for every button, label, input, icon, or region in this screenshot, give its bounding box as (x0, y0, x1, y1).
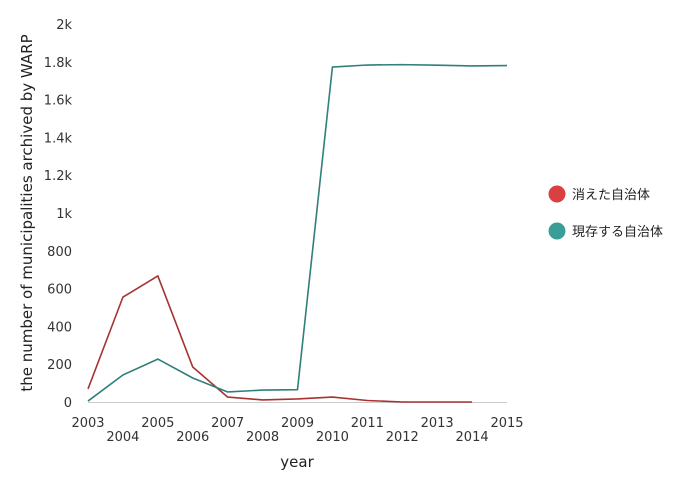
y-tick-label: 800 (47, 245, 72, 260)
legend-marker (548, 222, 566, 240)
x-tick-label: 2003 (71, 416, 104, 431)
y-tick-label: 1.2k (44, 169, 73, 184)
x-tick-label: 2008 (246, 430, 279, 445)
series-lines (87, 63, 508, 403)
y-tick-label: 1.6k (44, 94, 73, 109)
y-tick-label: 600 (47, 283, 72, 298)
series-line-0 (87, 275, 473, 403)
x-tick-label: 2011 (351, 416, 384, 431)
x-tick-label: 2007 (211, 416, 244, 431)
legend-label: 現存する自治体 (572, 225, 663, 240)
y-tick-label: 1.8k (44, 56, 73, 71)
legend-item-0[interactable]: 消えた自治体 (548, 185, 651, 204)
x-tick-label: 2015 (490, 416, 523, 431)
x-tick-label: 2005 (141, 416, 174, 431)
y-tick-label: 1k (56, 207, 72, 222)
y-tick-label: 1.4k (44, 131, 73, 146)
series-line-1 (87, 63, 508, 402)
x-tick-label: 2006 (176, 430, 209, 445)
legend-marker (548, 185, 566, 203)
x-axis-label: year (280, 453, 314, 471)
legend-label: 消えた自治体 (572, 188, 650, 203)
x-tick-label: 2004 (106, 430, 139, 445)
y-axis-label: the number of municipalities archived by… (18, 34, 36, 391)
y-tick-label: 0 (64, 396, 72, 411)
y-tick-labels: 0 200 400 600 800 1k 1.2k 1.4k 1.6k 1.8k 2k (44, 18, 73, 411)
y-tick-label: 400 (47, 320, 72, 335)
x-tick-label: 2010 (316, 430, 349, 445)
x-tick-labels: 2003200420052006200720082009201020112012… (71, 416, 523, 445)
legend-item-1[interactable]: 現存する自治体 (548, 222, 664, 241)
y-tick-label: 2k (56, 18, 72, 33)
x-tick-label: 2012 (386, 430, 419, 445)
x-tick-label: 2009 (281, 416, 314, 431)
x-tick-label: 2013 (421, 416, 454, 431)
x-tick-label: 2014 (456, 430, 489, 445)
y-tick-label: 200 (47, 358, 72, 373)
